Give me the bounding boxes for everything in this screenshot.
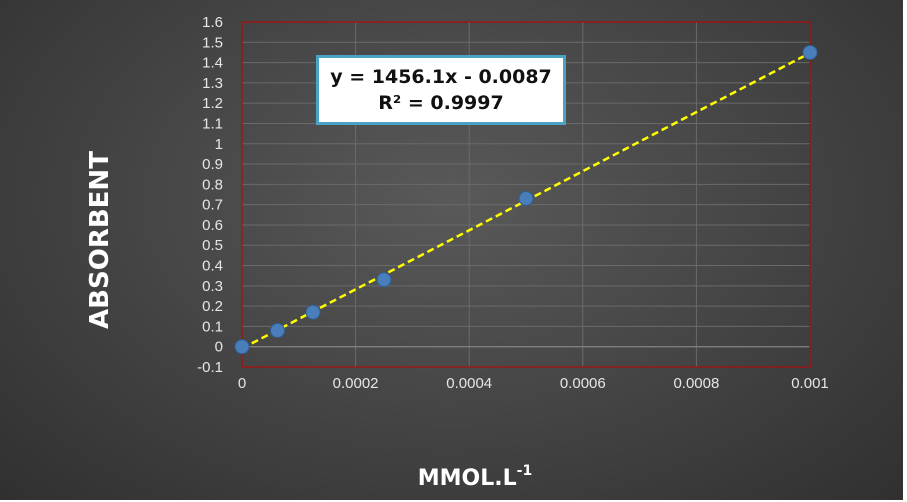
x-tick-label: 0.0004 xyxy=(446,375,492,392)
y-tick-label: 1.3 xyxy=(202,75,223,92)
y-tick-label: 0.8 xyxy=(202,176,223,193)
data-point xyxy=(802,44,818,60)
x-tick-label: 0.0006 xyxy=(560,375,606,392)
data-point xyxy=(305,304,321,320)
x-tick-label: 0.0008 xyxy=(673,375,719,392)
y-tick-label: 1.1 xyxy=(202,115,223,132)
y-tick-label: 1.4 xyxy=(202,55,223,72)
x-axis-title-superscript: -1 xyxy=(517,463,533,479)
y-tick-label: -0.1 xyxy=(197,359,223,376)
y-tick-label: 1.2 xyxy=(202,95,223,112)
r-squared-label: R² = 0.9997 xyxy=(378,92,504,114)
y-tick-label: 0.3 xyxy=(202,278,223,295)
data-point xyxy=(376,272,392,288)
trendline-equation: y = 1456.1x - 0.0087 xyxy=(330,66,552,88)
y-tick-label: 0.1 xyxy=(202,318,223,335)
data-point xyxy=(518,191,534,207)
x-tick-label: 0.0002 xyxy=(333,375,379,392)
y-tick-label: 0.6 xyxy=(202,217,223,234)
y-tick-label: 0.5 xyxy=(202,237,223,254)
y-tick-label: 1 xyxy=(215,136,223,153)
y-axis-title: ABSORBENT xyxy=(85,151,115,329)
y-tick-label: 0.9 xyxy=(202,156,223,173)
x-tick-label: 0 xyxy=(238,375,246,392)
trendline-equation-box: y = 1456.1x - 0.0087 R² = 0.9997 xyxy=(316,55,566,125)
data-point xyxy=(234,339,250,355)
y-tick-label: 0.7 xyxy=(202,197,223,214)
y-tick-label: 1.5 xyxy=(202,34,223,51)
y-tick-label: 0 xyxy=(215,339,223,356)
x-tick-label: 0.001 xyxy=(791,375,829,392)
plot-area-border xyxy=(241,21,811,368)
x-axis-title: MMOL.L-1 xyxy=(418,463,532,491)
y-tick-label: 0.2 xyxy=(202,298,223,315)
y-tick-label: 0.4 xyxy=(202,258,223,275)
x-axis-title-text: MMOL.L xyxy=(418,466,517,491)
y-tick-label: 1.6 xyxy=(202,14,223,31)
data-point xyxy=(270,322,285,338)
